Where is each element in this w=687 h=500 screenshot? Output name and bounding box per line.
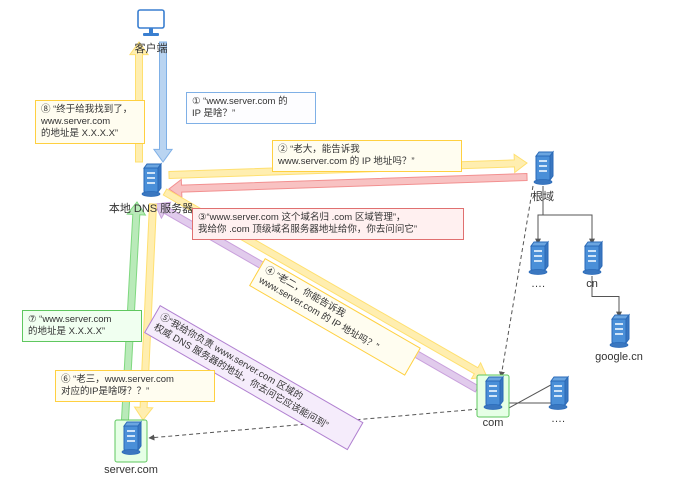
label-dots2: …. bbox=[508, 413, 608, 425]
msg-step-1: ① “www.server.com 的IP 是啥？” bbox=[186, 92, 316, 124]
label-server-com: server.com bbox=[81, 464, 181, 476]
label-client: 客户端 bbox=[101, 40, 201, 56]
label-google-cn: google.cn bbox=[569, 351, 669, 363]
label-local-dns: 本地 DNS 服务器 bbox=[101, 200, 201, 216]
msg-step-2: ② “老大，能告诉我www.server.com 的 IP 地址吗？” bbox=[272, 140, 462, 172]
msg-step-7: ⑦ “www.server.com的地址是 X.X.X.X” bbox=[22, 310, 142, 342]
label-dots1: …. bbox=[488, 278, 588, 290]
msg-step-3: ③“www.server.com 这个域名归 .com 区域管理”，我给你 .c… bbox=[192, 208, 464, 240]
label-root: 根域 bbox=[493, 188, 593, 204]
msg-step-6: ⑥ “老三，www.server.com对应的IP是啥呀？？” bbox=[55, 370, 215, 402]
msg-step-8: ⑧ “终于给我找到了，www.server.com的地址是 X.X.X.X” bbox=[35, 100, 145, 144]
